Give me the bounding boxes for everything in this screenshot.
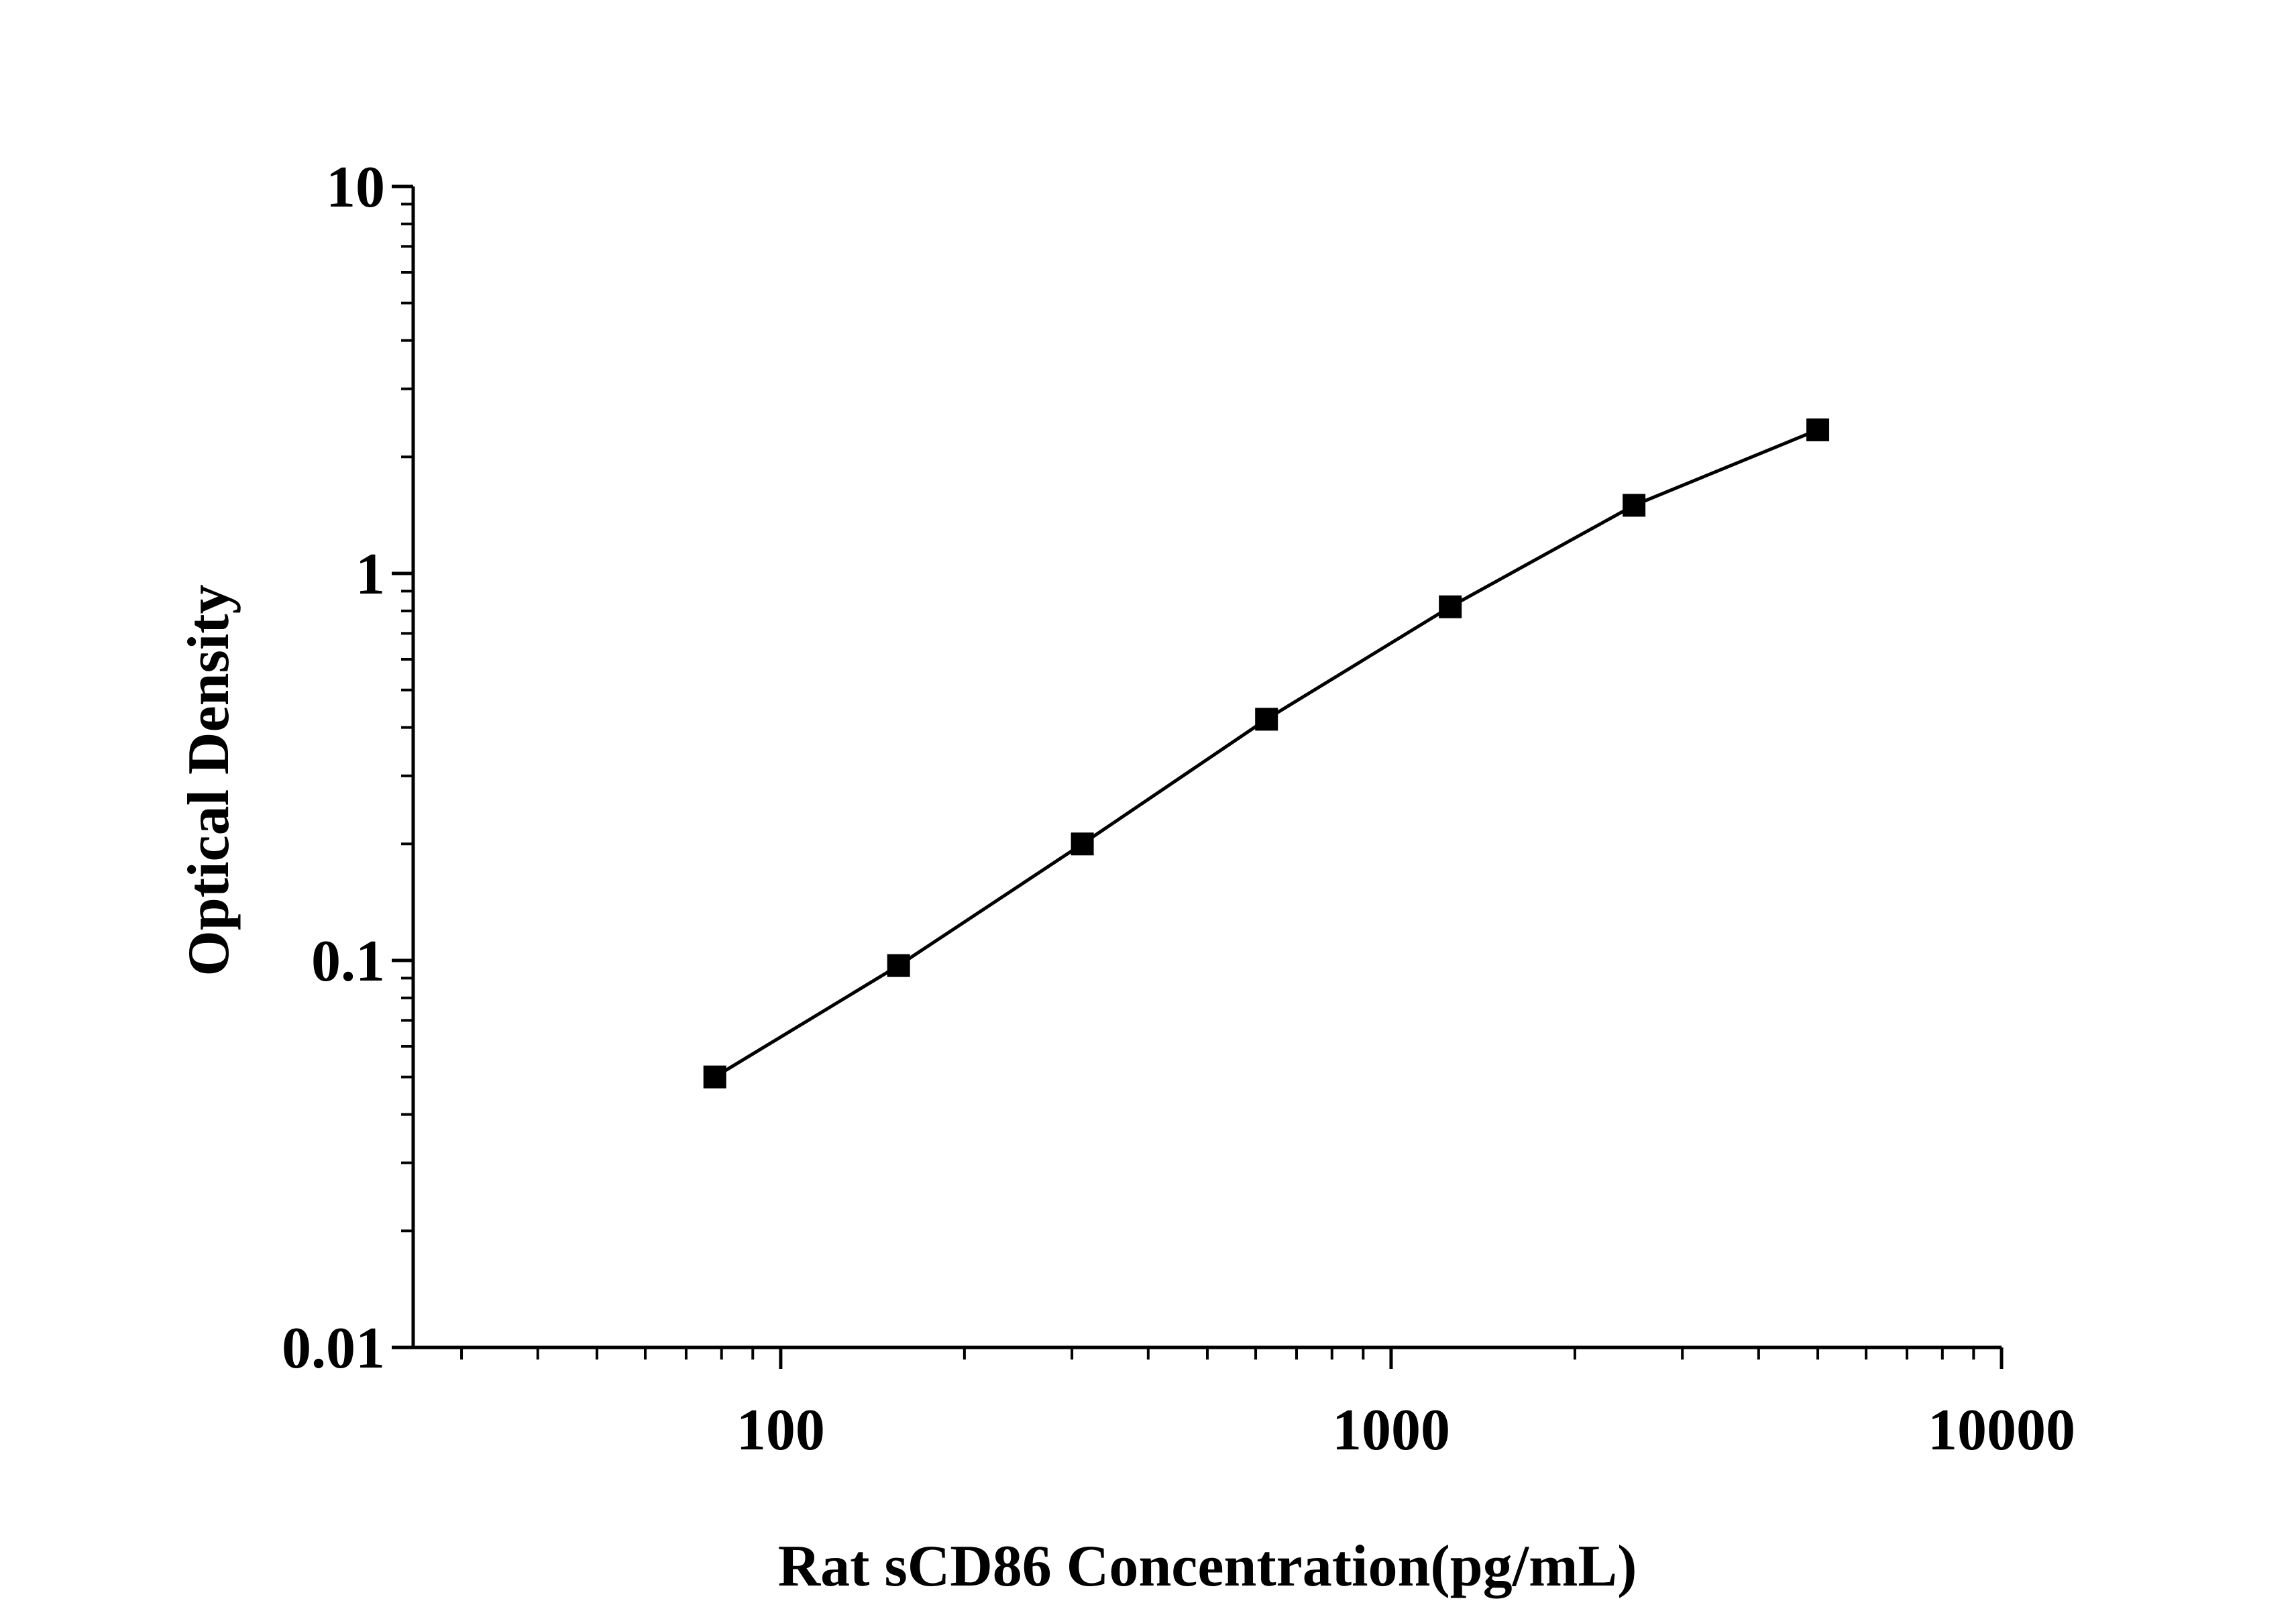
x-tick-label: 1000 (1332, 1398, 1450, 1463)
y-tick-label: 0.1 (311, 929, 385, 994)
y-tick-label: 1 (356, 542, 385, 607)
data-point-marker (1806, 418, 1830, 441)
y-tick-label: 0.01 (282, 1316, 385, 1381)
y-axis-title: Optical Density (176, 584, 241, 976)
x-tick-label: 100 (736, 1398, 825, 1463)
data-point-marker (1439, 595, 1462, 618)
axes (411, 186, 2002, 1349)
data-point-marker (703, 1065, 726, 1089)
data-point-marker (1255, 708, 1278, 731)
y-tick-label: 10 (326, 155, 385, 220)
series (703, 418, 1830, 1089)
series-line (714, 428, 1818, 1078)
data-point-marker (1071, 832, 1094, 856)
x-tick-label: 10000 (1928, 1398, 2075, 1463)
ticks (392, 184, 2004, 1369)
tick-labels: 0.01 0.1 1 10 100 1000 10000 (282, 155, 2075, 1463)
data-point-marker (1623, 494, 1646, 517)
data-point-marker (887, 954, 910, 977)
x-axis-title: Rat sCD86 Concentration(pg/mL) (778, 1534, 1637, 1599)
